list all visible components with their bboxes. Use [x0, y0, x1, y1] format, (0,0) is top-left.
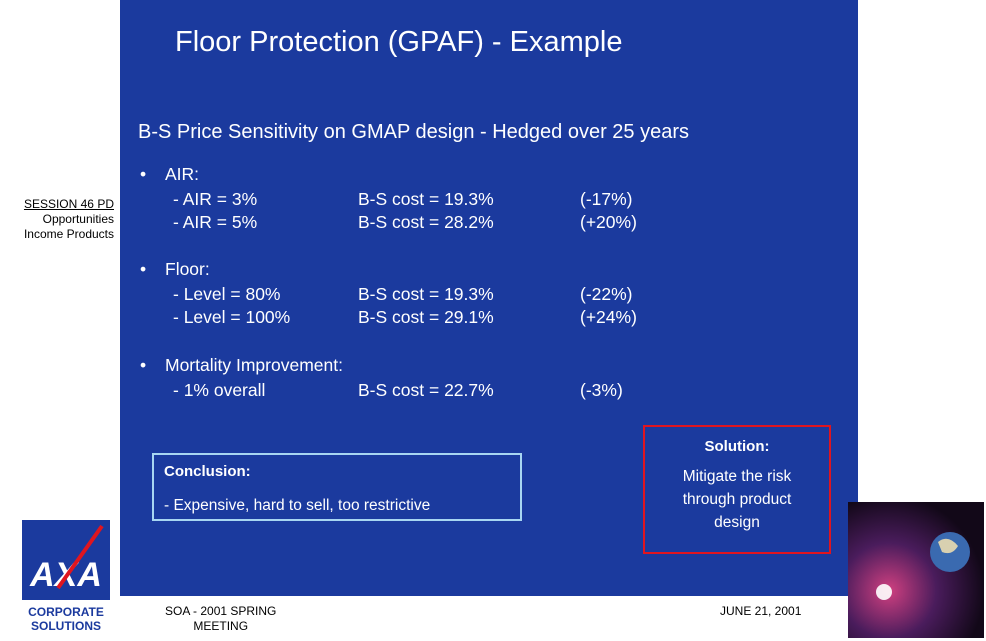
subtitle: B-S Price Sensitivity on GMAP design - H… [138, 121, 689, 144]
conclusion-text: - Expensive, hard to sell, too restricti… [164, 497, 430, 515]
image-bg [848, 502, 984, 638]
row-cost: B-S cost = 22.7% [358, 380, 494, 401]
logo-line: SOLUTIONS [31, 619, 101, 633]
image-star [876, 584, 892, 600]
sidebar-line: Opportunities [8, 212, 114, 227]
row-change: (+24%) [580, 307, 637, 328]
section-heading: Mortality Improvement: [165, 355, 343, 376]
row-label: - Level = 100% [173, 307, 290, 328]
section-heading: AIR: [165, 164, 199, 185]
footer-left: SOA - 2001 SPRING MEETING [165, 604, 276, 634]
title: Floor Protection (GPAF) - Example [175, 26, 622, 59]
solution-heading: Solution: [645, 438, 829, 455]
logo-line: CORPORATE [28, 605, 104, 619]
row-label: - AIR = 5% [173, 212, 257, 233]
row-change: (+20%) [580, 212, 637, 233]
row-label: - AIR = 3% [173, 189, 257, 210]
conclusion-box: Conclusion: - Expensive, hard to sell, t… [152, 453, 522, 521]
session: SESSION 46 PD [8, 197, 114, 212]
row-label: - Level = 80% [173, 284, 281, 305]
solution-line: Mitigate the risk [645, 465, 829, 488]
footer-left-1: SOA - 2001 SPRING [165, 604, 276, 619]
bullet: • [140, 259, 146, 280]
page: Floor Protection (GPAF) - Example B-S Pr… [0, 0, 986, 641]
conclusion-heading: Conclusion: [164, 463, 251, 480]
footer-date: JUNE 21, 2001 [720, 604, 801, 618]
row-cost: B-S cost = 19.3% [358, 284, 494, 305]
solution-line: through product [645, 488, 829, 511]
row-label: - 1% overall [173, 380, 265, 401]
row-cost: B-S cost = 19.3% [358, 189, 494, 210]
sidebar-line: Income Products [8, 227, 114, 242]
logo: AXA CORPORATE SOLUTIONS [18, 518, 114, 638]
section-heading: Floor: [165, 259, 210, 280]
solution-line: design [645, 511, 829, 534]
row-cost: B-S cost = 29.1% [358, 307, 494, 328]
row-cost: B-S cost = 28.2% [358, 212, 494, 233]
bullet: • [140, 355, 146, 376]
row-change: (-22%) [580, 284, 633, 305]
bullet: • [140, 164, 146, 185]
row-change: (-17%) [580, 189, 633, 210]
row-change: (-3%) [580, 380, 623, 401]
space-image [848, 502, 984, 638]
footer-left-2: MEETING [165, 619, 276, 634]
